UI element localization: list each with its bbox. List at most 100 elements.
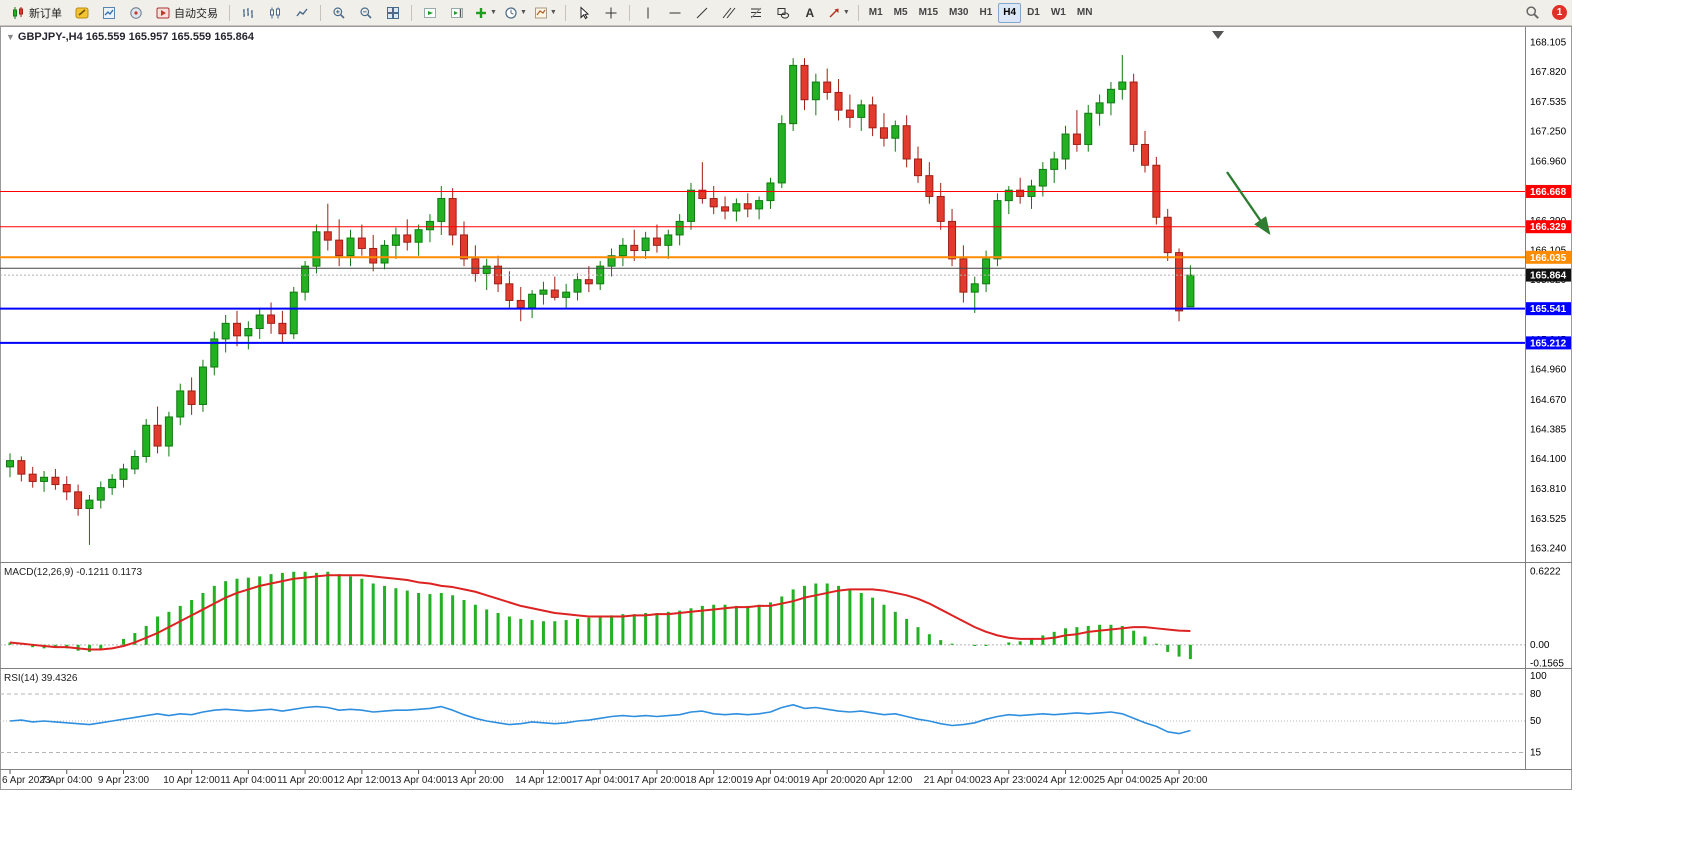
candle-body (993, 200, 1002, 260)
price-tag (1526, 250, 1571, 264)
line-chart-button[interactable] (289, 2, 315, 24)
price-axis-label: 164.100 (1530, 454, 1567, 465)
chart-title: GBPJPY-,H4 165.559 165.957 165.559 165.8… (17, 31, 254, 43)
tab-timeframe-m5[interactable]: M5 (893, 7, 908, 18)
candles (6, 55, 1195, 545)
candle-body (460, 234, 468, 260)
candle-body (743, 203, 752, 210)
zoom-in-button[interactable] (326, 2, 352, 24)
notification-badge[interactable]: 1 (1552, 5, 1567, 20)
bar-chart-button[interactable] (235, 2, 261, 24)
candle-body (664, 234, 673, 246)
candle-body (448, 198, 457, 236)
mt4-window: 新订单 自动交易 (0, 0, 1572, 790)
cursor-button[interactable] (571, 2, 597, 24)
templates-button[interactable]: ▼ (531, 2, 560, 24)
market-watch-button[interactable] (96, 2, 122, 24)
tab-timeframe-mn[interactable]: MN (1076, 7, 1093, 18)
tab-timeframe-w1[interactable]: W1 (1050, 7, 1066, 18)
zoom-out-button[interactable] (353, 2, 379, 24)
candle-body (1106, 88, 1115, 104)
tile-windows-button[interactable] (380, 2, 406, 24)
time-axis-label: 19 Apr 20:00 (799, 775, 856, 786)
price-axis-label: 163.810 (1530, 484, 1567, 495)
candle-body (346, 237, 355, 257)
tab-timeframe-m15[interactable]: M15 (918, 7, 939, 18)
indicators-button[interactable]: ▼ (471, 2, 500, 24)
candle-body (539, 289, 548, 295)
price-tag-label: 165.864 (1530, 271, 1567, 282)
time-axis-label: 25 Apr 04:00 (1094, 775, 1151, 786)
arrows-tool-button[interactable]: ▼ (824, 2, 853, 24)
price-axis-label: 167.250 (1530, 126, 1567, 137)
tab-timeframe-h4[interactable]: H4 (998, 2, 1022, 23)
alerts-button[interactable] (123, 2, 149, 24)
tab-timeframe-d1[interactable]: D1 (1027, 7, 1040, 18)
periods-button[interactable]: ▼ (501, 2, 530, 24)
cursor-icon (580, 5, 589, 19)
candle-body (187, 390, 196, 405)
tab-timeframe-m30[interactable]: M30 (949, 7, 969, 18)
text-button[interactable]: A (797, 2, 823, 24)
chart-shift-button[interactable] (444, 2, 470, 24)
candle-body (1072, 133, 1081, 145)
candle-body (505, 283, 514, 301)
chevron-down-icon: ▼ (490, 9, 497, 16)
chart-shift-icon (451, 7, 463, 18)
candle-body (1129, 81, 1138, 145)
new-order-button[interactable]: 新订单 (5, 2, 68, 24)
candle-body (391, 234, 400, 246)
alerts-icon (130, 6, 142, 19)
auto-scroll-button[interactable] (417, 2, 443, 24)
crosshair-button[interactable] (598, 2, 624, 24)
rs i-axis-label: 15 (1530, 748, 1542, 759)
candle-body (278, 322, 287, 335)
chevron-down-icon: ▼ (519, 9, 527, 16)
price-axis-label: 164.960 (1530, 365, 1567, 376)
rsi-indicator-label: RSI(14) 39.4326 (4, 673, 78, 684)
one-click-collapse-icon[interactable]: ▼ (6, 32, 15, 42)
arrows-tool-icon (829, 8, 839, 17)
time-axis-label: 13 Apr 04:00 (390, 775, 447, 786)
price-axis-label: 163.240 (1530, 544, 1567, 555)
horizontal-line-button[interactable] (662, 2, 688, 24)
candle-body (414, 229, 423, 243)
candle-body (85, 499, 94, 509)
candle-body (1061, 133, 1070, 160)
candle-body (709, 198, 718, 208)
autotrading-button[interactable]: 自动交易 (150, 2, 224, 24)
candle-body (1016, 189, 1025, 197)
candle-body (1038, 168, 1047, 187)
tab-timeframe-m1[interactable]: M1 (868, 7, 883, 18)
vertical-line-button[interactable] (635, 2, 661, 24)
equidistant-channel-icon (722, 7, 736, 18)
candle-body (130, 455, 139, 470)
candle-body (96, 487, 105, 501)
search-button[interactable] (1519, 2, 1545, 24)
candle-body (982, 258, 991, 285)
shapes-button[interactable] (770, 2, 796, 24)
equidistant-channel-button[interactable] (716, 2, 742, 24)
candle-body (335, 239, 344, 257)
trendline-button[interactable] (689, 2, 715, 24)
candle-body (51, 476, 60, 486)
time-axis-label: 25 Apr 20:00 (1151, 775, 1208, 786)
candlestick-chart-button[interactable] (262, 2, 288, 24)
chart-shift-marker[interactable] (1212, 31, 1224, 39)
price-tag-label: 166.329 (1530, 222, 1567, 233)
chevron-down-icon: ▼ (842, 9, 850, 16)
price-tags: 166.668 166.329 166.035 165.541 165.212 165.8… (1526, 184, 1571, 350)
candle-body (267, 314, 276, 324)
candle-body (573, 279, 582, 293)
candle-body (698, 189, 707, 200)
trendline-icon (696, 7, 708, 18)
fibonacci-button[interactable] (743, 2, 769, 24)
candle-body (198, 366, 207, 405)
price-axis-label: 168.105 (1530, 38, 1567, 49)
arrow-annotation[interactable] (1226, 171, 1271, 235)
metaeditor-button[interactable] (69, 2, 95, 24)
tab-timeframe-h1[interactable]: H1 (979, 7, 993, 18)
candle-body (516, 299, 525, 309)
time-axis-label: 24 Apr 12:00 (1037, 775, 1094, 786)
price-axis-label: 166.960 (1530, 157, 1567, 168)
